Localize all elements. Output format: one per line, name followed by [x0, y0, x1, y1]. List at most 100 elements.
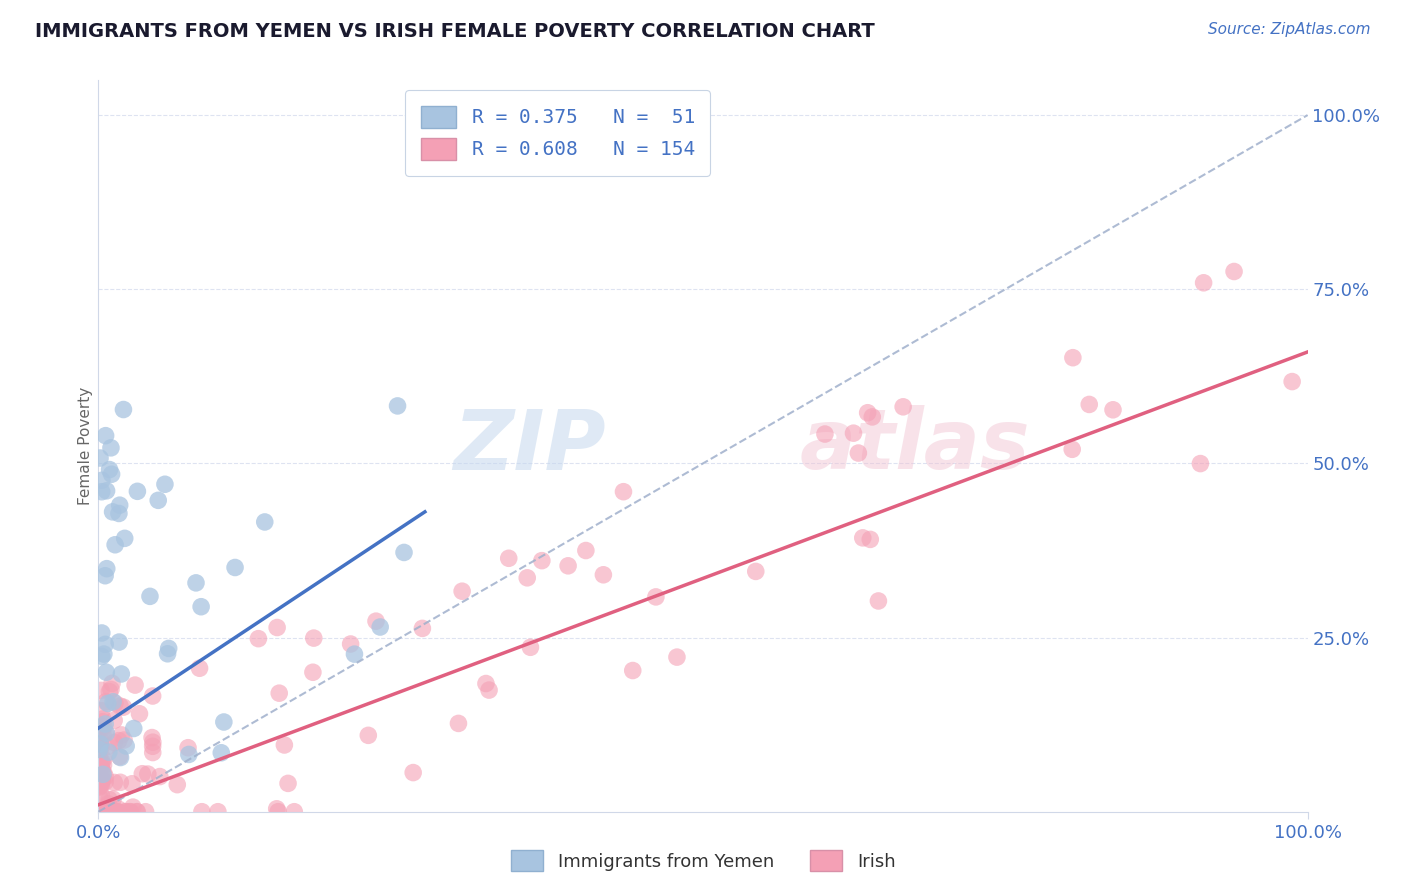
- Point: [94, 428, 117, 442]
- Point: [90, 484, 112, 499]
- Point: [107, 805, 129, 819]
- Text: ZIP: ZIP: [454, 406, 606, 486]
- Point: [93, 765, 115, 780]
- Point: [90, 473, 112, 487]
- Point: [339, 637, 361, 651]
- Point: [343, 647, 366, 661]
- Point: [103, 775, 125, 789]
- Point: [89, 790, 111, 805]
- Point: [100, 682, 122, 697]
- Point: [120, 805, 142, 819]
- Point: [94, 770, 117, 784]
- Point: [141, 731, 163, 745]
- Point: [90, 788, 112, 802]
- Point: [91, 772, 114, 786]
- Point: [90, 756, 112, 771]
- Point: [94, 717, 117, 731]
- Point: [90, 778, 112, 792]
- Point: [122, 722, 145, 736]
- Point: [87, 775, 110, 789]
- Point: [104, 538, 127, 552]
- Point: [273, 738, 295, 752]
- Point: [891, 400, 914, 414]
- Point: [127, 805, 149, 819]
- Point: [392, 545, 415, 559]
- Point: [269, 686, 291, 700]
- Point: [612, 484, 634, 499]
- Point: [101, 676, 124, 690]
- Point: [177, 747, 200, 762]
- Point: [177, 740, 200, 755]
- Point: [131, 766, 153, 780]
- Point: [142, 689, 165, 703]
- Point: [114, 805, 136, 819]
- Point: [114, 532, 136, 546]
- Point: [451, 584, 474, 599]
- Point: [745, 565, 768, 579]
- Point: [411, 621, 433, 635]
- Point: [97, 799, 120, 814]
- Point: [91, 805, 114, 819]
- Point: [575, 543, 598, 558]
- Point: [91, 714, 114, 729]
- Point: [665, 650, 688, 665]
- Point: [267, 805, 290, 819]
- Point: [112, 700, 135, 714]
- Text: atlas: atlas: [800, 406, 1031, 486]
- Point: [209, 746, 232, 760]
- Point: [87, 750, 110, 764]
- Point: [89, 805, 111, 819]
- Point: [852, 531, 875, 545]
- Point: [108, 699, 131, 714]
- Point: [148, 493, 170, 508]
- Point: [96, 665, 118, 680]
- Point: [447, 716, 470, 731]
- Point: [93, 720, 115, 734]
- Point: [94, 805, 117, 819]
- Point: [224, 560, 246, 574]
- Point: [91, 712, 114, 726]
- Point: [108, 802, 131, 816]
- Point: [98, 684, 121, 698]
- Point: [108, 635, 131, 649]
- Point: [142, 746, 165, 760]
- Point: [402, 765, 425, 780]
- Point: [93, 647, 115, 661]
- Point: [121, 777, 143, 791]
- Point: [848, 446, 870, 460]
- Point: [89, 450, 111, 465]
- Point: [97, 745, 120, 759]
- Point: [94, 805, 117, 819]
- Point: [93, 757, 115, 772]
- Point: [112, 733, 135, 747]
- Point: [97, 805, 120, 819]
- Point: [153, 477, 176, 491]
- Point: [89, 805, 111, 819]
- Point: [1102, 402, 1125, 417]
- Point: [107, 733, 129, 747]
- Point: [93, 752, 115, 766]
- Point: [91, 773, 114, 788]
- Point: [90, 626, 112, 640]
- Legend: Immigrants from Yemen, Irish: Immigrants from Yemen, Irish: [503, 843, 903, 879]
- Point: [516, 571, 538, 585]
- Point: [98, 792, 121, 806]
- Point: [557, 558, 579, 573]
- Point: [125, 805, 148, 819]
- Point: [108, 749, 131, 764]
- Point: [364, 614, 387, 628]
- Point: [101, 792, 124, 806]
- Point: [97, 739, 120, 754]
- Text: IMMIGRANTS FROM YEMEN VS IRISH FEMALE POVERTY CORRELATION CHART: IMMIGRANTS FROM YEMEN VS IRISH FEMALE PO…: [35, 22, 875, 41]
- Point: [868, 594, 890, 608]
- Point: [1062, 442, 1084, 457]
- Point: [87, 768, 110, 782]
- Point: [157, 641, 180, 656]
- Point: [478, 683, 501, 698]
- Point: [519, 640, 541, 655]
- Point: [592, 567, 614, 582]
- Point: [139, 590, 162, 604]
- Point: [100, 441, 122, 455]
- Point: [253, 515, 276, 529]
- Point: [149, 770, 172, 784]
